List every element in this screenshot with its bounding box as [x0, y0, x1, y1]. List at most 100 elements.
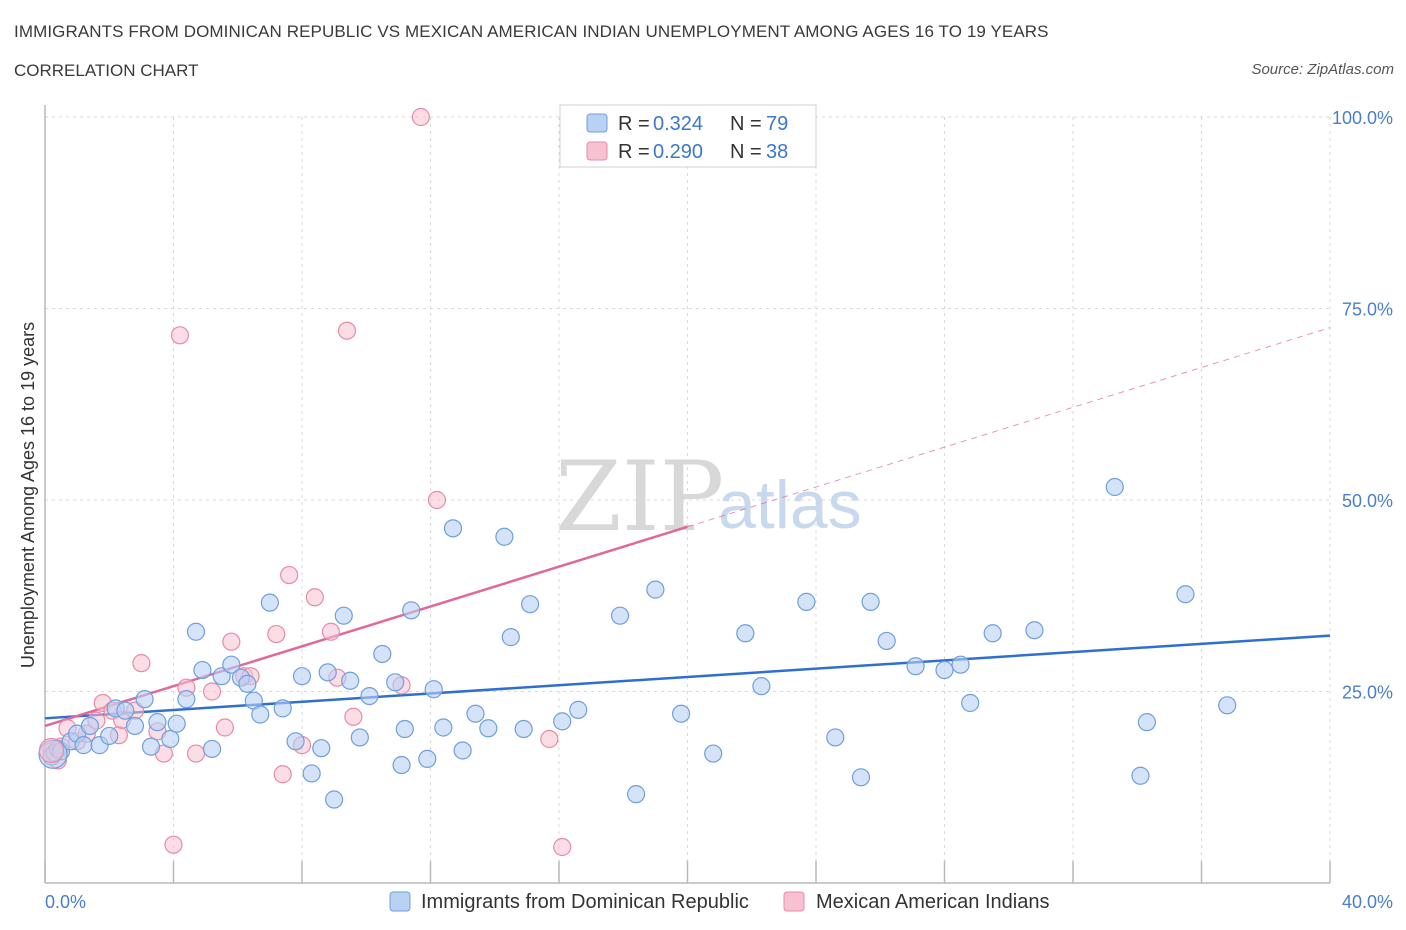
data-point-blue — [961, 693, 980, 713]
data-point-pink — [132, 654, 151, 673]
data-point-pink — [321, 622, 341, 641]
data-point-pink — [267, 624, 286, 644]
data-point-blue — [395, 719, 414, 739]
chart-subtitle: CORRELATION CHART — [14, 61, 199, 80]
data-point-blue — [704, 744, 723, 763]
data-point-blue — [341, 671, 360, 690]
data-point-blue — [193, 660, 212, 680]
data-point-pink — [273, 765, 292, 784]
data-point-blue — [610, 606, 630, 625]
data-point-blue — [74, 736, 93, 755]
data-point-blue — [553, 712, 572, 731]
data-point-blue — [1025, 621, 1044, 640]
data-point-pink — [164, 835, 183, 854]
data-point-blue — [906, 657, 925, 676]
grid-lines — [45, 116, 1331, 883]
legend-r-value-pink: 0.290 — [653, 141, 703, 163]
data-point-blue — [861, 592, 880, 611]
data-point-blue — [736, 624, 755, 643]
data-point-pink — [427, 490, 447, 510]
data-point-blue — [202, 739, 222, 759]
data-point-blue — [325, 790, 344, 809]
data-point-blue — [797, 592, 816, 611]
watermark-atlas: atlas — [718, 467, 862, 543]
watermark-zip: ZIP — [555, 441, 724, 553]
bottom-legend-swatch-pink — [783, 891, 805, 912]
data-point-pink — [280, 565, 299, 585]
data-point-blue — [479, 719, 498, 738]
data-point-blue — [135, 690, 154, 709]
bottom-legend-label-pink: Mexican American Indians — [816, 891, 1049, 913]
data-point-blue — [80, 716, 100, 736]
data-point-blue — [116, 701, 135, 720]
data-point-blue — [360, 686, 379, 706]
data-point-pink-cluster — [38, 737, 65, 764]
data-point-blue — [251, 705, 270, 724]
data-point-blue — [373, 644, 392, 664]
legend-swatch-pink — [586, 141, 608, 161]
data-point-blue — [161, 729, 180, 749]
data-point-blue — [671, 704, 691, 723]
y-axis-label: Unemployment Among Ages 16 to 19 years — [18, 322, 38, 668]
y-tick-label: 25.0% — [1342, 683, 1393, 703]
trend-line-pink-extension — [687, 327, 1331, 528]
bottom-legend-label-blue: Immigrants from Dominican Republic — [421, 891, 749, 913]
data-point-blue — [877, 631, 896, 651]
top-legend: R = 0.324 N = 79 R = 0.290 N = 38 — [559, 104, 817, 168]
data-point-blue — [569, 700, 588, 719]
data-point-blue — [501, 628, 520, 647]
data-point-blue — [141, 737, 161, 756]
x-tick-label-max: 40.0% — [1342, 892, 1393, 912]
data-point-blue — [334, 606, 353, 625]
legend-n-label-pink: N = — [730, 141, 762, 163]
data-point-pink — [305, 588, 324, 607]
data-point-blue — [1218, 696, 1237, 715]
data-point-blue — [466, 704, 485, 723]
data-point-blue — [495, 527, 514, 546]
data-point-blue — [646, 580, 665, 599]
data-point-blue — [186, 622, 206, 641]
data-point-blue — [392, 755, 411, 775]
data-point-blue — [453, 741, 472, 760]
data-point-blue — [350, 728, 369, 747]
legend-r-value-blue: 0.324 — [653, 113, 703, 135]
data-point-blue — [935, 660, 954, 680]
y-tick-label: 50.0% — [1342, 491, 1393, 511]
data-point-blue — [1131, 766, 1150, 785]
data-point-pink — [215, 718, 234, 737]
data-point-blue — [125, 716, 145, 736]
data-point-blue — [273, 699, 292, 718]
data-point-pink — [344, 707, 363, 726]
data-point-blue — [312, 739, 331, 758]
data-point-pink — [202, 682, 222, 701]
source-credit: Source: ZipAtlas.com — [1251, 61, 1394, 78]
data-point-blue — [148, 713, 167, 732]
chart-title: IMMIGRANTS FROM DOMINICAN REPUBLIC VS ME… — [14, 22, 1049, 41]
data-point-blue — [520, 595, 540, 614]
data-point-pink — [186, 744, 206, 763]
bottom-legend: Immigrants from Dominican Republic Mexic… — [389, 891, 1049, 913]
data-point-blue — [402, 601, 421, 620]
data-point-pink — [222, 632, 241, 651]
data-point-blue — [292, 667, 312, 686]
data-point-blue — [1137, 713, 1156, 732]
data-point-blue — [514, 719, 533, 739]
data-point-blue — [951, 655, 970, 674]
data-point-pink — [411, 107, 430, 127]
legend-n-value-pink: 38 — [766, 141, 788, 163]
data-point-blue — [177, 690, 196, 709]
bottom-legend-swatch-blue — [389, 891, 411, 912]
data-point-blue — [826, 728, 845, 747]
data-point-blue — [626, 785, 646, 804]
data-point-blue — [418, 749, 437, 769]
data-point-blue — [260, 593, 279, 612]
data-points — [38, 107, 1237, 857]
data-point-pink — [170, 326, 190, 345]
data-point-blue — [983, 624, 1002, 643]
data-point-blue — [752, 677, 771, 696]
legend-r-label-blue: R = — [618, 113, 650, 135]
data-point-blue — [222, 655, 241, 674]
legend-n-label-blue: N = — [730, 113, 762, 135]
data-point-blue — [424, 680, 443, 699]
data-point-blue — [1105, 477, 1124, 497]
